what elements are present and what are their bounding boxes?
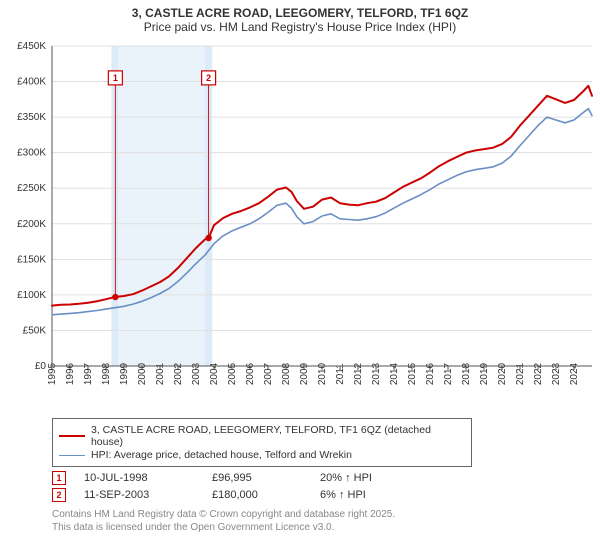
svg-text:1: 1 xyxy=(113,73,118,83)
footer-line2: This data is licensed under the Open Gov… xyxy=(52,521,572,534)
chart-svg: £0 £50K £100K £150K £200K £250K £300K £350K £400… xyxy=(0,36,600,416)
legend: 3, CASTLE ACRE ROAD, LEEGOMERY, TELFORD,… xyxy=(52,418,472,467)
sale-hpi: 6% ↑ HPI xyxy=(320,489,420,501)
footer-line1: Contains HM Land Registry data © Crown c… xyxy=(52,508,572,521)
svg-text:£200K: £200K xyxy=(17,219,46,230)
legend-row: HPI: Average price, detached house, Telf… xyxy=(59,449,465,461)
sale-price: £96,995 xyxy=(212,472,302,484)
svg-text:£100K: £100K xyxy=(17,290,46,301)
legend-swatch xyxy=(59,435,85,437)
sale-row: 1 10-JUL-1998 £96,995 20% ↑ HPI xyxy=(52,471,552,485)
svg-text:£400K: £400K xyxy=(17,77,46,88)
sale-row: 2 11-SEP-2003 £180,000 6% ↑ HPI xyxy=(52,488,552,502)
chart-title-subtitle: Price paid vs. HM Land Registry's House … xyxy=(4,20,596,34)
sale-marker-icon: 2 xyxy=(52,488,66,502)
svg-text:£450K: £450K xyxy=(17,41,46,52)
sale-price: £180,000 xyxy=(212,489,302,501)
sale-marker-icon: 1 xyxy=(52,471,66,485)
svg-text:2: 2 xyxy=(206,73,211,83)
sale-hpi: 20% ↑ HPI xyxy=(320,472,420,484)
svg-text:£50K: £50K xyxy=(23,325,47,336)
chart-title-address: 3, CASTLE ACRE ROAD, LEEGOMERY, TELFORD,… xyxy=(4,6,596,20)
svg-text:£300K: £300K xyxy=(17,148,46,159)
svg-text:£350K: £350K xyxy=(17,112,46,123)
sales-table: 1 10-JUL-1998 £96,995 20% ↑ HPI 2 11-SEP-2003… xyxy=(52,471,552,502)
chart-title-block: 3, CASTLE ACRE ROAD, LEEGOMERY, TELFORD,… xyxy=(0,0,600,36)
footer-attribution: Contains HM Land Registry data © Crown c… xyxy=(52,508,572,534)
legend-label: 3, CASTLE ACRE ROAD, LEEGOMERY, TELFORD,… xyxy=(91,424,465,448)
sale-date: 10-JUL-1998 xyxy=(84,472,194,484)
svg-text:£150K: £150K xyxy=(17,254,46,265)
sale-date: 11-SEP-2003 xyxy=(84,489,194,501)
legend-swatch xyxy=(59,455,85,456)
chart-area: £0 £50K £100K £150K £200K £250K £300K £350K £400… xyxy=(0,36,600,416)
legend-label: HPI: Average price, detached house, Telf… xyxy=(91,449,352,461)
svg-text:£0: £0 xyxy=(35,361,47,372)
legend-row: 3, CASTLE ACRE ROAD, LEEGOMERY, TELFORD,… xyxy=(59,424,465,448)
svg-text:£250K: £250K xyxy=(17,183,46,194)
